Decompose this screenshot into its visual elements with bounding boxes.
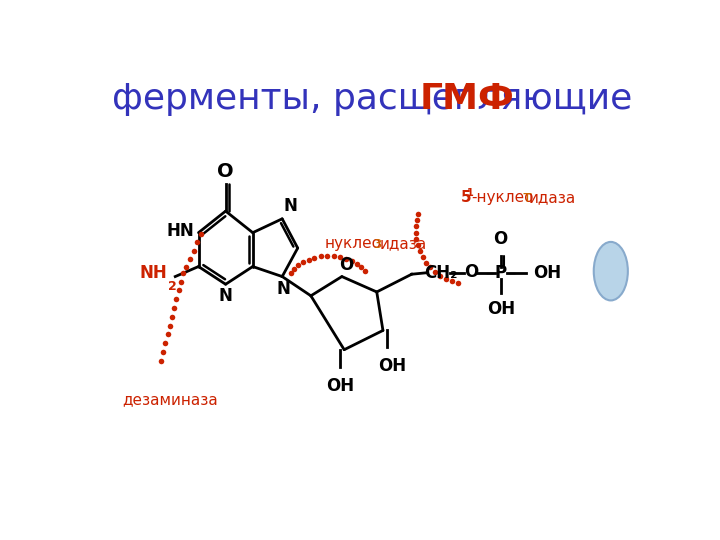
Text: OH: OH bbox=[326, 377, 354, 395]
Text: OH: OH bbox=[534, 264, 562, 282]
Text: 1: 1 bbox=[467, 188, 474, 198]
Text: O: O bbox=[217, 162, 234, 181]
Text: O: O bbox=[464, 263, 478, 281]
Text: идаза: идаза bbox=[380, 236, 427, 251]
Ellipse shape bbox=[594, 242, 628, 300]
Text: дезаминаза: дезаминаза bbox=[122, 392, 218, 407]
Text: O: O bbox=[338, 256, 353, 274]
Text: CH₂: CH₂ bbox=[424, 264, 458, 282]
Text: –: – bbox=[486, 264, 494, 282]
Text: –: – bbox=[508, 264, 516, 282]
Text: 5: 5 bbox=[461, 190, 471, 205]
Text: O: O bbox=[494, 230, 508, 248]
Text: т: т bbox=[523, 190, 531, 205]
Text: P: P bbox=[495, 264, 507, 282]
Text: ГМФ: ГМФ bbox=[419, 83, 514, 117]
Text: N: N bbox=[284, 197, 297, 215]
Text: HN: HN bbox=[167, 222, 194, 240]
Text: 2: 2 bbox=[168, 280, 177, 293]
Text: ферменты, расщепляющие: ферменты, расщепляющие bbox=[112, 83, 644, 117]
Text: N: N bbox=[219, 287, 233, 305]
Text: -нуклео: -нуклео bbox=[472, 190, 534, 205]
Text: нуклео: нуклео bbox=[325, 236, 382, 251]
Text: N: N bbox=[276, 280, 291, 298]
Text: з: з bbox=[374, 236, 382, 251]
Text: OH: OH bbox=[378, 357, 406, 375]
Text: NH: NH bbox=[140, 264, 168, 282]
Text: OH: OH bbox=[487, 300, 515, 319]
Text: идаза: идаза bbox=[528, 190, 576, 205]
